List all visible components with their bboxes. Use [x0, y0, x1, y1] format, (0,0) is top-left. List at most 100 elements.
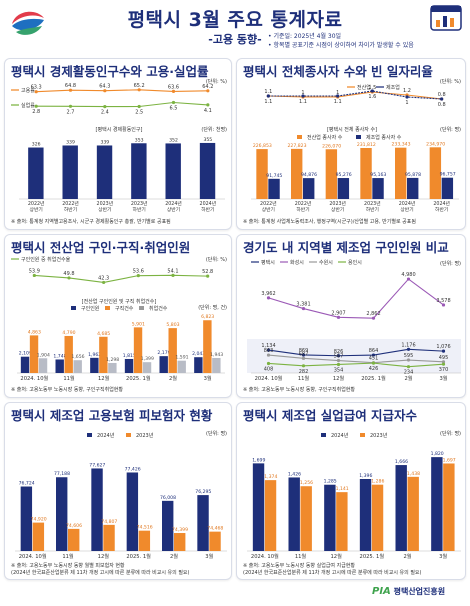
employment-rate-label: 64.8 — [65, 83, 76, 89]
vacancy-mfg-point — [301, 94, 305, 98]
employees-bar — [395, 147, 407, 199]
employees-bar — [360, 148, 372, 199]
hire-rate-line — [34, 274, 208, 283]
hire-rate-label: 54.1 — [167, 268, 178, 274]
benefit-bar — [288, 477, 300, 551]
offers-value: 1,943 — [210, 352, 223, 358]
employment-rate-point — [103, 89, 107, 93]
chart-unemployment-benefit: (단위: 명) 2024년 2023년1,6991,4261,2851,3961,… — [247, 430, 461, 560]
employment-rate-label: 63.6 — [168, 84, 179, 90]
unemployment-rate-point — [171, 100, 176, 105]
vacancy-mfg-point — [266, 94, 270, 98]
benefit-value: 1,438 — [407, 471, 420, 477]
region-1-label: 3,578 — [436, 298, 450, 304]
x-tick-label: 2월 — [404, 374, 412, 382]
offers-bar — [73, 360, 82, 373]
city-logo-icon — [12, 11, 44, 35]
region-0-line — [268, 348, 444, 357]
vacancy-all-label: 1 — [301, 90, 304, 96]
x-tick-label: 하반기 — [64, 206, 77, 213]
region-3-label: 282 — [299, 369, 309, 375]
region-0-label: 864 — [369, 348, 379, 354]
employment-rate-label: 65.2 — [134, 83, 145, 89]
benefit-bar — [336, 492, 348, 551]
insured-bar — [68, 528, 80, 551]
x-tick-label: 11월 — [63, 374, 75, 382]
benefit-value: 1,141 — [336, 486, 349, 492]
employment-rate-point — [171, 89, 176, 93]
offers-value: 1,298 — [106, 357, 119, 363]
employment-rate-label: 64.3 — [99, 84, 110, 90]
region-3-line — [268, 362, 444, 368]
x-tick-label: 하반기 — [435, 206, 448, 213]
hire-rate-point — [32, 273, 36, 278]
region-3-label: 426 — [369, 366, 379, 372]
offers-bar — [142, 362, 152, 373]
region-1-label: 3,962 — [261, 291, 275, 297]
x-tick-label: 3월 — [439, 552, 447, 560]
region-0-label: 1,076 — [436, 344, 450, 350]
employees-value: 226,070 — [322, 143, 341, 149]
vacancy-mfg-point — [405, 95, 409, 99]
legend-c3a-label: 구인인원 중 취업건수율 — [21, 256, 71, 263]
region-2-line — [268, 354, 444, 364]
insured-value: 77,627 — [89, 462, 105, 468]
unemployment-rate-point — [68, 104, 73, 108]
offers-value: 4,685 — [97, 331, 110, 337]
legend-c6-label: 2024년 — [331, 432, 349, 439]
insured-bar — [56, 477, 68, 551]
legend-c2b-label: 전산업 종사자 수 — [307, 134, 343, 141]
region-2-label: 495 — [439, 355, 449, 361]
benefit-value: 1,699 — [252, 457, 265, 463]
population-bar — [165, 143, 181, 199]
employment-rate-point — [68, 88, 73, 92]
x-tick-label: 2024년 — [200, 200, 217, 207]
legend-c4-label: 용인시 — [348, 259, 362, 266]
employees-value: 234,970 — [426, 141, 445, 147]
unit-label: (단위: 명, 건) — [198, 304, 227, 311]
unit-label: (단위: 명) — [440, 430, 461, 437]
region-3-label: 408 — [264, 366, 274, 372]
employees-bar — [268, 178, 280, 199]
vacancy-all-line — [268, 91, 442, 100]
vacancy-mfg-label: 1 — [405, 100, 408, 106]
population-value: 352 — [169, 137, 178, 143]
meta-line: • 항목별 공표기준 시점이 상이하여 차이가 발생할 수 있음 — [268, 41, 414, 49]
vacancy-mfg-label: 1.1 — [299, 99, 307, 105]
region-0-point — [336, 354, 341, 358]
x-tick-label: 하반기 — [133, 206, 146, 213]
benefit-bar — [300, 486, 312, 551]
benefit-value: 1,697 — [443, 457, 456, 463]
hire-rate-point — [206, 274, 210, 278]
legend-c1a-label: 고용률 — [21, 88, 35, 94]
offers-bar — [20, 356, 30, 373]
benefit-bar — [443, 463, 455, 551]
offers-bar — [177, 360, 186, 373]
x-tick-label: 2023년 — [329, 200, 346, 207]
unemployment-rate-point — [137, 104, 141, 109]
x-tick-label: 2024. 10월 — [19, 552, 47, 560]
offers-bar — [108, 362, 117, 373]
panel-employees-vacancy: 평택시 전체종사자 수와 빈 일자리율 (단위: %) [평택시 전체 종사자 … — [236, 58, 466, 230]
legend-c2b-label: 제조업 종사자 수 — [366, 134, 402, 141]
x-tick-label: 2025. 1월 — [360, 552, 385, 560]
x-tick-label: 3월 — [205, 552, 213, 560]
offers-value: 5,803 — [166, 322, 179, 328]
insured-bar — [138, 530, 151, 551]
insured-bar — [20, 486, 33, 551]
page-title: 평택시 3월 주요 통계자료 — [127, 9, 343, 31]
region-3-label: 234 — [404, 370, 414, 376]
vacancy-all-label: 1.5 — [368, 85, 376, 91]
x-tick-label: 2024. 10월 — [255, 374, 283, 382]
offers-value: 4,790 — [62, 330, 75, 336]
employees-bar — [441, 177, 454, 199]
unemployment-rate-label: 2.7 — [67, 109, 75, 115]
region-2-point — [301, 356, 306, 360]
vacancy-all-label: 1.2 — [403, 88, 411, 94]
x-tick-label: 2024. 10월 — [20, 374, 48, 382]
legend-c6-swatch — [321, 433, 326, 437]
insured-value: 74,920 — [31, 517, 47, 523]
legend-c3b-label: 구인인원 — [81, 305, 100, 312]
